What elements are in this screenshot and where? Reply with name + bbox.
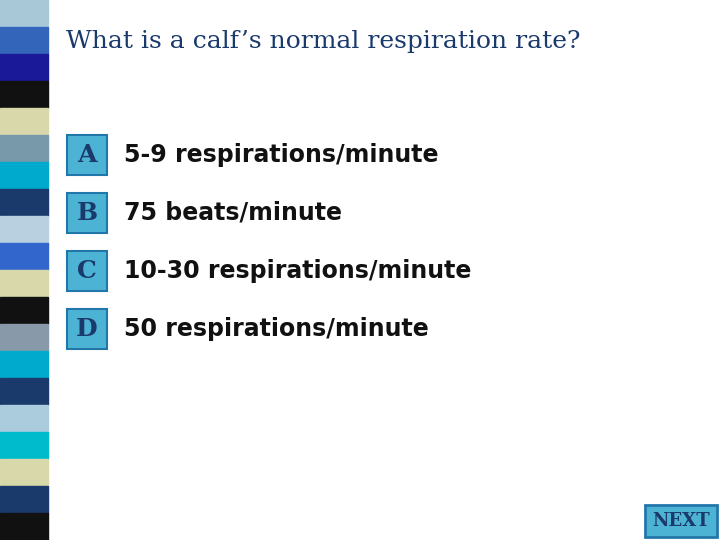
Text: NEXT: NEXT [652, 512, 710, 530]
Bar [0, 405, 48, 432]
Text: D: D [76, 317, 98, 341]
Text: B: B [76, 201, 98, 225]
FancyBboxPatch shape [645, 505, 717, 537]
Bar [0, 108, 48, 135]
Bar [0, 27, 48, 54]
Bar [0, 162, 48, 189]
FancyBboxPatch shape [67, 251, 107, 291]
FancyBboxPatch shape [67, 135, 107, 175]
Bar [0, 432, 48, 459]
Bar [0, 0, 48, 27]
Bar [0, 243, 48, 270]
Bar [0, 459, 48, 486]
Text: 50 respirations/minute: 50 respirations/minute [124, 317, 428, 341]
Text: A: A [77, 143, 96, 167]
Bar [0, 81, 48, 108]
FancyBboxPatch shape [67, 309, 107, 349]
Bar [0, 297, 48, 324]
FancyBboxPatch shape [67, 193, 107, 233]
Bar [0, 189, 48, 216]
Bar [0, 513, 48, 540]
Text: 75 beats/minute: 75 beats/minute [124, 201, 342, 225]
Bar [0, 486, 48, 513]
Text: 5-9 respirations/minute: 5-9 respirations/minute [124, 143, 438, 167]
Bar [0, 351, 48, 378]
Bar [0, 270, 48, 297]
Text: 10-30 respirations/minute: 10-30 respirations/minute [124, 259, 472, 283]
Bar [0, 54, 48, 81]
Bar [0, 216, 48, 243]
Bar [0, 135, 48, 162]
Bar [0, 324, 48, 351]
Text: C: C [77, 259, 97, 283]
Bar [0, 378, 48, 405]
Text: What is a calf’s normal respiration rate?: What is a calf’s normal respiration rate… [66, 30, 580, 53]
